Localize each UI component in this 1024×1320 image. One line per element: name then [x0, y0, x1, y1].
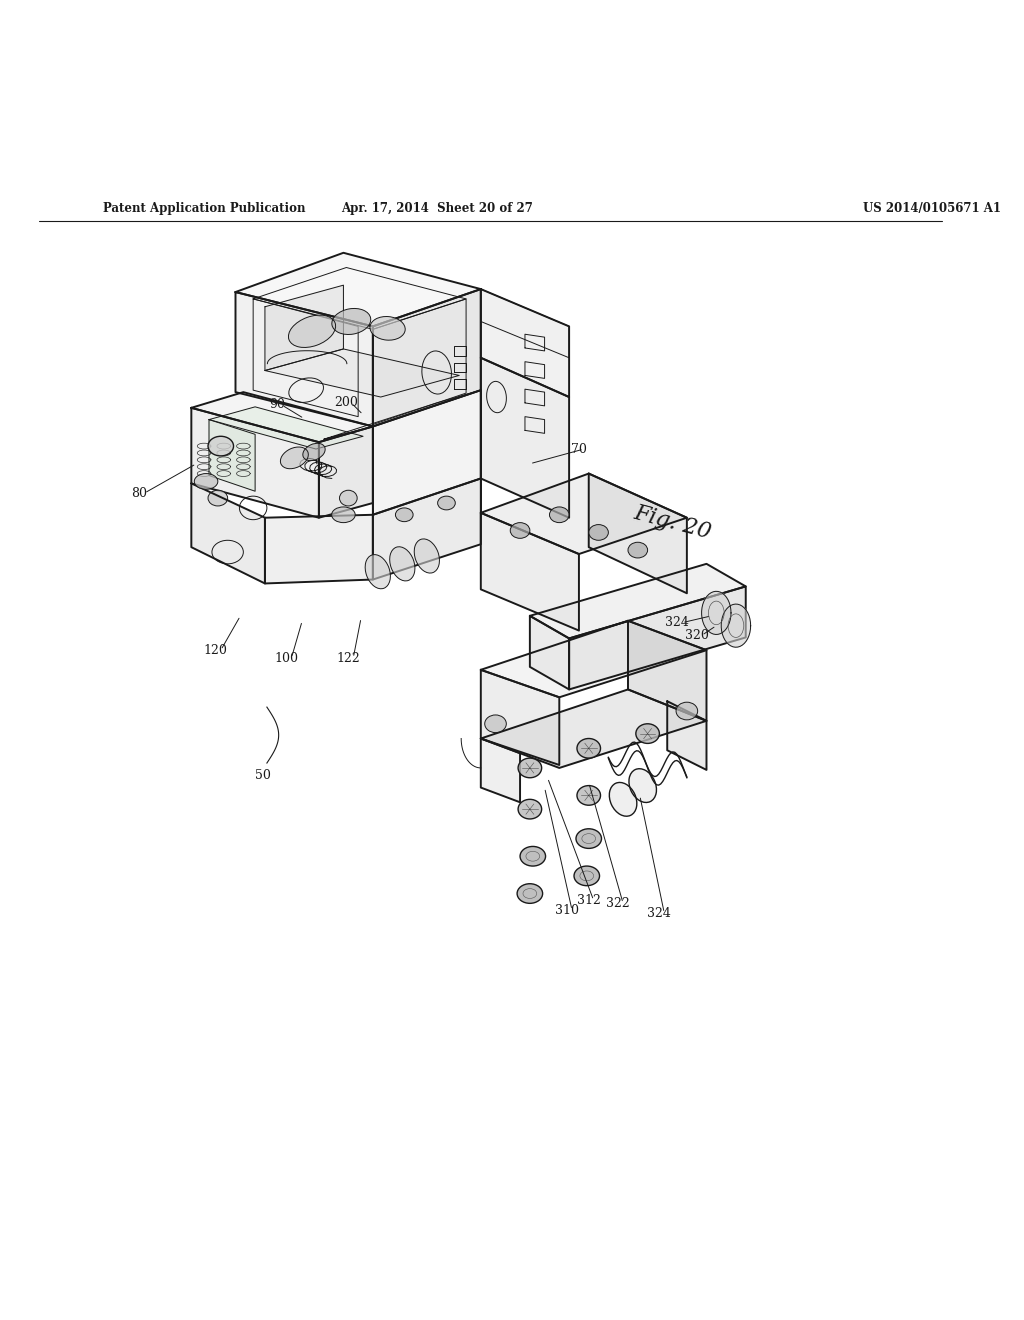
Polygon shape	[701, 591, 731, 635]
Ellipse shape	[628, 543, 647, 558]
Polygon shape	[191, 392, 373, 442]
Ellipse shape	[518, 758, 542, 777]
Ellipse shape	[636, 723, 659, 743]
Text: US 2014/0105671 A1: US 2014/0105671 A1	[863, 202, 1001, 215]
Ellipse shape	[332, 309, 371, 334]
Text: 200: 200	[335, 396, 358, 409]
Polygon shape	[481, 620, 707, 697]
Text: 50: 50	[255, 770, 271, 783]
Polygon shape	[628, 620, 707, 721]
Polygon shape	[481, 289, 569, 358]
Text: 120: 120	[204, 644, 227, 656]
Ellipse shape	[676, 702, 697, 719]
Text: 122: 122	[337, 652, 360, 664]
Polygon shape	[481, 512, 579, 631]
Text: 90: 90	[268, 399, 285, 412]
Polygon shape	[265, 515, 373, 583]
Text: 324: 324	[647, 907, 672, 920]
Ellipse shape	[437, 496, 456, 510]
Polygon shape	[481, 738, 520, 803]
Ellipse shape	[332, 507, 355, 523]
Polygon shape	[481, 289, 569, 397]
Polygon shape	[318, 426, 373, 517]
Ellipse shape	[366, 554, 390, 589]
Text: 312: 312	[577, 894, 601, 907]
Text: 70: 70	[571, 442, 587, 455]
Polygon shape	[324, 391, 481, 440]
Ellipse shape	[289, 315, 336, 347]
Ellipse shape	[517, 883, 543, 903]
Ellipse shape	[518, 800, 542, 818]
Polygon shape	[373, 289, 481, 426]
Text: 310: 310	[555, 904, 580, 916]
Ellipse shape	[589, 524, 608, 540]
Text: 100: 100	[274, 652, 299, 664]
Text: Apr. 17, 2014  Sheet 20 of 27: Apr. 17, 2014 Sheet 20 of 27	[341, 202, 532, 215]
Polygon shape	[529, 564, 745, 639]
Text: 322: 322	[606, 896, 630, 909]
Ellipse shape	[575, 829, 601, 849]
Polygon shape	[373, 391, 481, 515]
Ellipse shape	[577, 738, 600, 758]
Ellipse shape	[303, 444, 326, 461]
Polygon shape	[569, 586, 745, 689]
Polygon shape	[236, 292, 373, 426]
Ellipse shape	[574, 866, 599, 886]
Polygon shape	[191, 408, 318, 517]
Ellipse shape	[550, 507, 569, 523]
Text: 320: 320	[685, 628, 709, 642]
Ellipse shape	[208, 437, 233, 455]
Text: 324: 324	[666, 616, 689, 630]
Ellipse shape	[629, 768, 656, 803]
Ellipse shape	[577, 785, 600, 805]
Ellipse shape	[609, 783, 637, 816]
Polygon shape	[265, 348, 459, 397]
Polygon shape	[529, 616, 569, 689]
Text: Fig. 20: Fig. 20	[631, 502, 714, 544]
Polygon shape	[209, 407, 364, 449]
Polygon shape	[265, 285, 343, 371]
Polygon shape	[191, 483, 265, 583]
Ellipse shape	[520, 846, 546, 866]
Polygon shape	[209, 420, 255, 491]
Polygon shape	[373, 478, 481, 579]
Polygon shape	[721, 605, 751, 647]
Polygon shape	[481, 689, 707, 768]
Ellipse shape	[370, 317, 406, 341]
Ellipse shape	[395, 508, 413, 521]
Polygon shape	[481, 358, 569, 517]
Text: 80: 80	[131, 487, 147, 500]
Ellipse shape	[415, 539, 439, 573]
Ellipse shape	[510, 523, 529, 539]
Ellipse shape	[195, 474, 218, 490]
Polygon shape	[481, 669, 559, 766]
Ellipse shape	[208, 490, 227, 506]
Ellipse shape	[281, 447, 308, 469]
Ellipse shape	[340, 490, 357, 506]
Polygon shape	[481, 474, 687, 554]
Polygon shape	[589, 474, 687, 593]
Ellipse shape	[390, 546, 415, 581]
Polygon shape	[668, 701, 707, 770]
Text: Patent Application Publication: Patent Application Publication	[103, 202, 305, 215]
Ellipse shape	[484, 715, 506, 733]
Polygon shape	[236, 253, 481, 326]
